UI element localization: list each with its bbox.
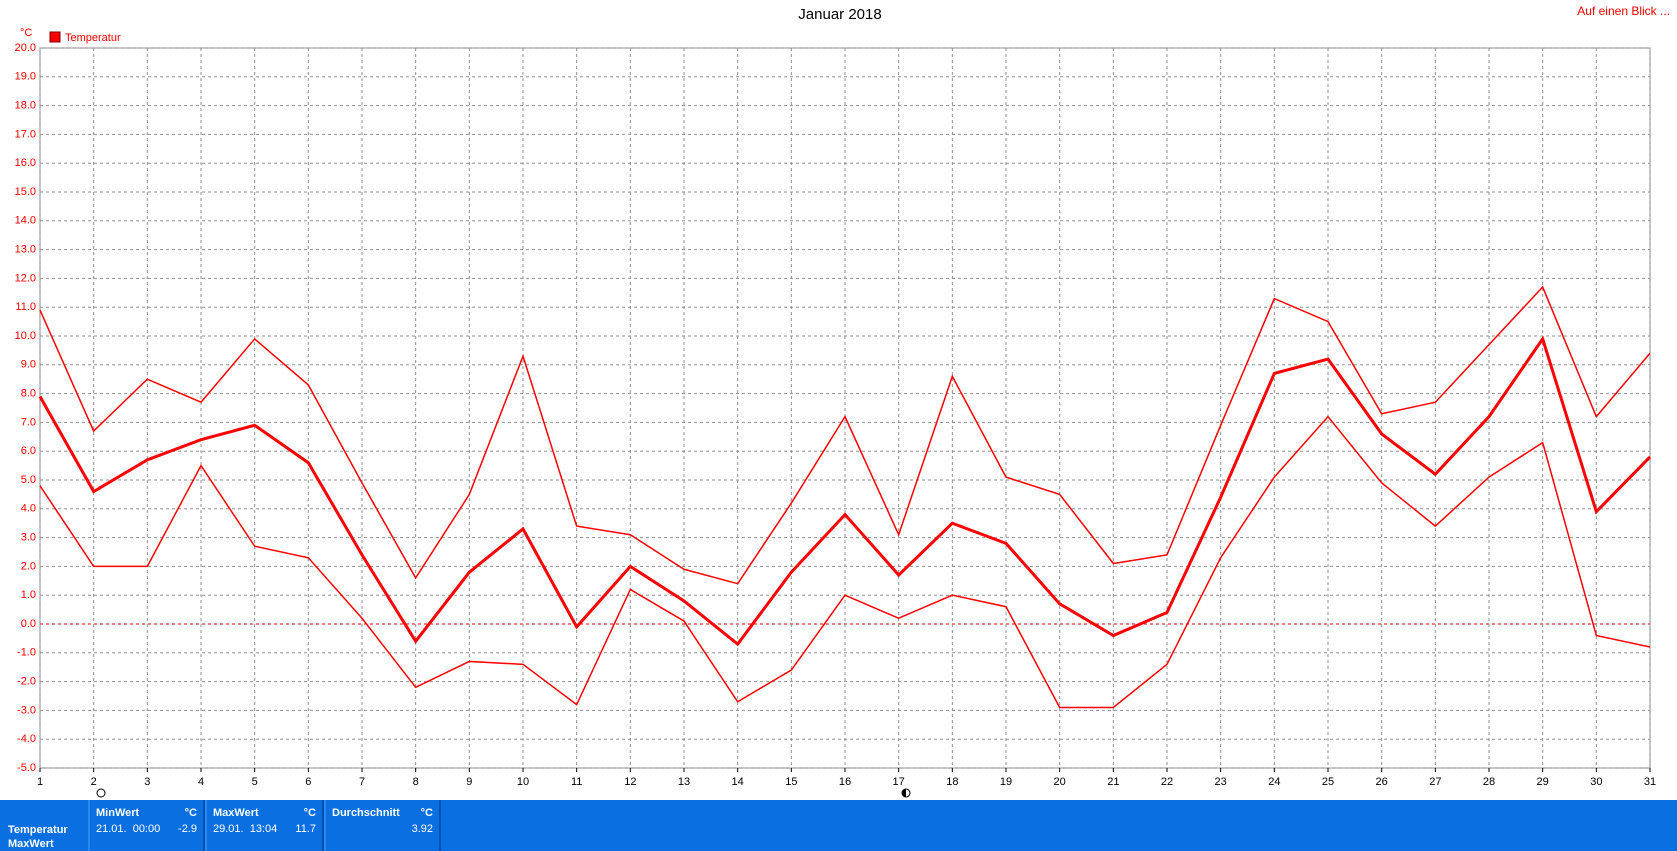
x-tick-label: 5 — [252, 776, 258, 788]
x-tick-label: 13 — [678, 776, 690, 788]
x-tick-label: 11 — [571, 776, 582, 788]
moon-new — [96, 788, 106, 798]
y-tick-label: 13.0 — [15, 244, 36, 256]
x-tick-label: 26 — [1376, 776, 1388, 788]
x-tick-label: 20 — [1054, 776, 1066, 788]
y-tick-label: 2.0 — [21, 560, 36, 572]
cell: 21.01. 00:00 — [96, 823, 161, 835]
series-line — [39, 415, 1651, 709]
x-tick-label: 3 — [144, 776, 150, 788]
x-tick-label: 12 — [624, 776, 636, 788]
x-tick-label: 9 — [466, 776, 472, 788]
x-tick-label: 1 — [37, 776, 43, 788]
y-tick-label: 14.0 — [15, 215, 36, 227]
x-tick-label: 24 — [1268, 776, 1280, 788]
row-label: Temperatur — [8, 824, 68, 836]
y-tick-label: 5.0 — [21, 474, 36, 486]
legend-swatch — [49, 31, 61, 43]
cell: 11.7 — [295, 823, 316, 835]
x-tick-label: 15 — [785, 776, 797, 788]
y-tick-label: 12.0 — [15, 272, 36, 284]
x-tick-label: 23 — [1215, 776, 1227, 788]
x-tick-label: 31 — [1644, 776, 1656, 788]
y-tick-label: 20.0 — [15, 42, 36, 54]
row-label: MaxWert — [8, 838, 54, 850]
x-tick-label: 6 — [305, 776, 311, 788]
avg-panel: Durchschnitt °C 3.92 — [324, 800, 441, 851]
header: MinWert — [96, 807, 140, 819]
y-tick-label: 11.0 — [15, 301, 36, 313]
min-panel: MinWert °C 21.01. 00:00 -2.9 — [88, 800, 205, 851]
y-tick-label: -2.0 — [17, 676, 36, 688]
x-tick-label: 10 — [517, 776, 529, 788]
series-line — [38, 335, 1652, 647]
y-tick-label: 0.0 — [21, 618, 36, 630]
y-unit: °C — [20, 27, 32, 39]
cell: -2.9 — [178, 823, 197, 835]
x-tick-label: 25 — [1322, 776, 1334, 788]
series-line — [39, 285, 1651, 585]
x-tick-label: 17 — [893, 776, 905, 788]
link[interactable]: Auf einen Blick ... — [1577, 4, 1670, 18]
y-tick-label: -5.0 — [17, 762, 36, 774]
chart: Januar 2018 Auf einen Blick ... °C Tempe… — [15, 4, 1670, 798]
max-panel: MaxWert °C 29.01. 13:04 11.7 — [205, 800, 324, 851]
x-tick-label: 2 — [91, 776, 97, 788]
x-tick-label: 16 — [839, 776, 851, 788]
unit: °C — [303, 807, 316, 819]
y-tick-label: 8.0 — [21, 388, 36, 400]
x-tick-label: 18 — [946, 776, 958, 788]
y-tick-label: 7.0 — [21, 416, 36, 428]
y-tick-label: 17.0 — [15, 128, 36, 140]
y-tick-label: 15.0 — [15, 186, 36, 198]
x-tick-label: 14 — [732, 776, 744, 788]
unit: °C — [184, 807, 197, 819]
y-tick-label: -1.0 — [17, 647, 36, 659]
x-tick-label: 7 — [359, 776, 365, 788]
unit: °C — [420, 807, 433, 819]
x-tick-label: 8 — [413, 776, 419, 788]
x-tick-label: 4 — [198, 776, 204, 788]
legend-label: Temperatur — [65, 32, 121, 44]
x-tick-label: 28 — [1483, 776, 1495, 788]
y-tick-label: 18.0 — [15, 100, 36, 112]
cell: 3.92 — [411, 823, 433, 835]
y-tick-label: 16.0 — [15, 157, 36, 169]
y-tick-label: -3.0 — [17, 704, 36, 716]
x-tick-label: 30 — [1590, 776, 1602, 788]
header: MaxWert — [213, 807, 259, 819]
y-tick-label: 19.0 — [15, 71, 36, 83]
x-tick-label: 19 — [1000, 776, 1012, 788]
y-tick-label: 4.0 — [21, 503, 36, 515]
y-tick-label: 6.0 — [21, 445, 36, 457]
y-tick-label: -4.0 — [17, 733, 36, 745]
x-tick-label: 27 — [1429, 776, 1441, 788]
x-tick-label: 29 — [1537, 776, 1549, 788]
chart-title: Januar 2018 — [798, 6, 881, 23]
cell: 29.01. 13:04 — [213, 823, 278, 835]
stats-bar: Temperatur MaxWert MinWert °C 21.01. 00:… — [0, 800, 1677, 851]
x-tick-label: 21 — [1107, 776, 1119, 788]
header: Durchschnitt — [332, 807, 400, 819]
y-tick-label: 1.0 — [21, 589, 36, 601]
moon-half — [902, 789, 906, 797]
x-tick-label: 22 — [1161, 776, 1173, 788]
y-tick-label: 10.0 — [15, 330, 36, 342]
y-tick-label: 9.0 — [21, 359, 36, 371]
y-tick-label: 3.0 — [21, 532, 36, 544]
